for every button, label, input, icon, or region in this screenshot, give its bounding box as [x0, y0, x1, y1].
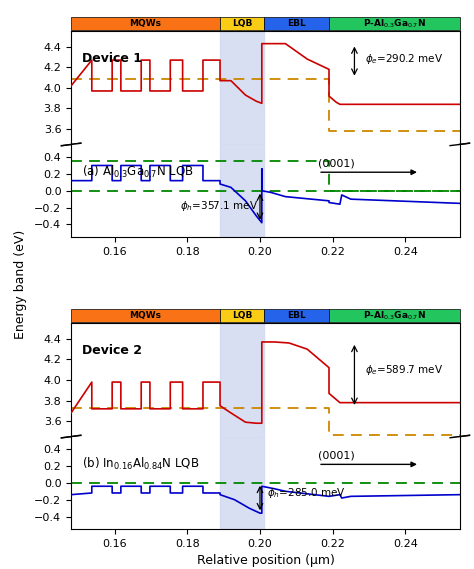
Text: $\phi_h$=285.0 meV: $\phi_h$=285.0 meV: [267, 486, 346, 500]
Bar: [220, 17, 264, 30]
Bar: [220, 309, 264, 322]
Text: $\phi_h$=357.1 meV: $\phi_h$=357.1 meV: [180, 199, 258, 213]
Bar: [71, 17, 220, 30]
Bar: [220, 436, 264, 529]
Text: (a) Al$_{0.3}$Ga$_{0.7}$N LQB: (a) Al$_{0.3}$Ga$_{0.7}$N LQB: [82, 164, 194, 180]
Text: $\phi_e$=589.7 meV: $\phi_e$=589.7 meV: [365, 362, 443, 377]
Bar: [329, 17, 460, 30]
Text: Device 2: Device 2: [82, 344, 142, 357]
Text: Device 1: Device 1: [82, 52, 142, 65]
Text: MQWs: MQWs: [129, 311, 162, 320]
Bar: [264, 309, 329, 322]
Text: P-Al$_{0.3}$Ga$_{0.7}$N: P-Al$_{0.3}$Ga$_{0.7}$N: [363, 310, 426, 321]
Bar: [220, 323, 264, 436]
Text: (b) In$_{0.16}$Al$_{0.84}$N LQB: (b) In$_{0.16}$Al$_{0.84}$N LQB: [82, 456, 200, 472]
Text: LQB: LQB: [232, 311, 252, 320]
X-axis label: Relative position (μm): Relative position (μm): [197, 554, 334, 567]
Bar: [220, 145, 264, 237]
Text: EBL: EBL: [287, 19, 306, 28]
Text: Energy band (eV): Energy band (eV): [14, 230, 27, 339]
Bar: [220, 31, 264, 145]
Text: MQWs: MQWs: [129, 19, 162, 28]
Text: (0001): (0001): [318, 451, 355, 461]
Text: P-Al$_{0.3}$Ga$_{0.7}$N: P-Al$_{0.3}$Ga$_{0.7}$N: [363, 17, 426, 30]
Text: (0001): (0001): [318, 159, 355, 169]
Text: $\phi_e$=290.2 meV: $\phi_e$=290.2 meV: [365, 52, 443, 66]
Bar: [71, 309, 220, 322]
Text: EBL: EBL: [287, 311, 306, 320]
Text: LQB: LQB: [232, 19, 252, 28]
Bar: [329, 309, 460, 322]
Bar: [264, 17, 329, 30]
